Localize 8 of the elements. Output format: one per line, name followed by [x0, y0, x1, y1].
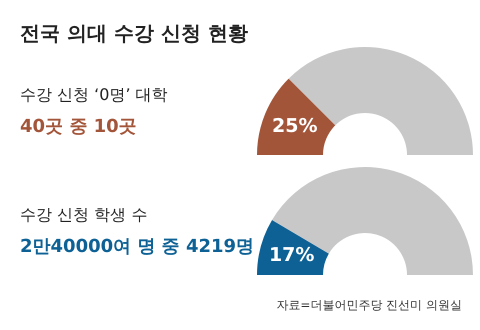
- data-label: 25%: [272, 114, 318, 137]
- text: 자료=더불어민주당 진선미 의원실: [276, 297, 462, 314]
- text: 2만40000여 명 중 4219명: [20, 235, 254, 258]
- text: 수강 신청 ‘0명’ 대학: [20, 85, 168, 106]
- text: 40곳 중 10곳: [20, 115, 137, 138]
- chart-title: 전국 의대 수강 신청 현황: [20, 20, 248, 47]
- text: 수강 신청 학생 수: [20, 205, 148, 226]
- data-label: 17%: [268, 244, 314, 266]
